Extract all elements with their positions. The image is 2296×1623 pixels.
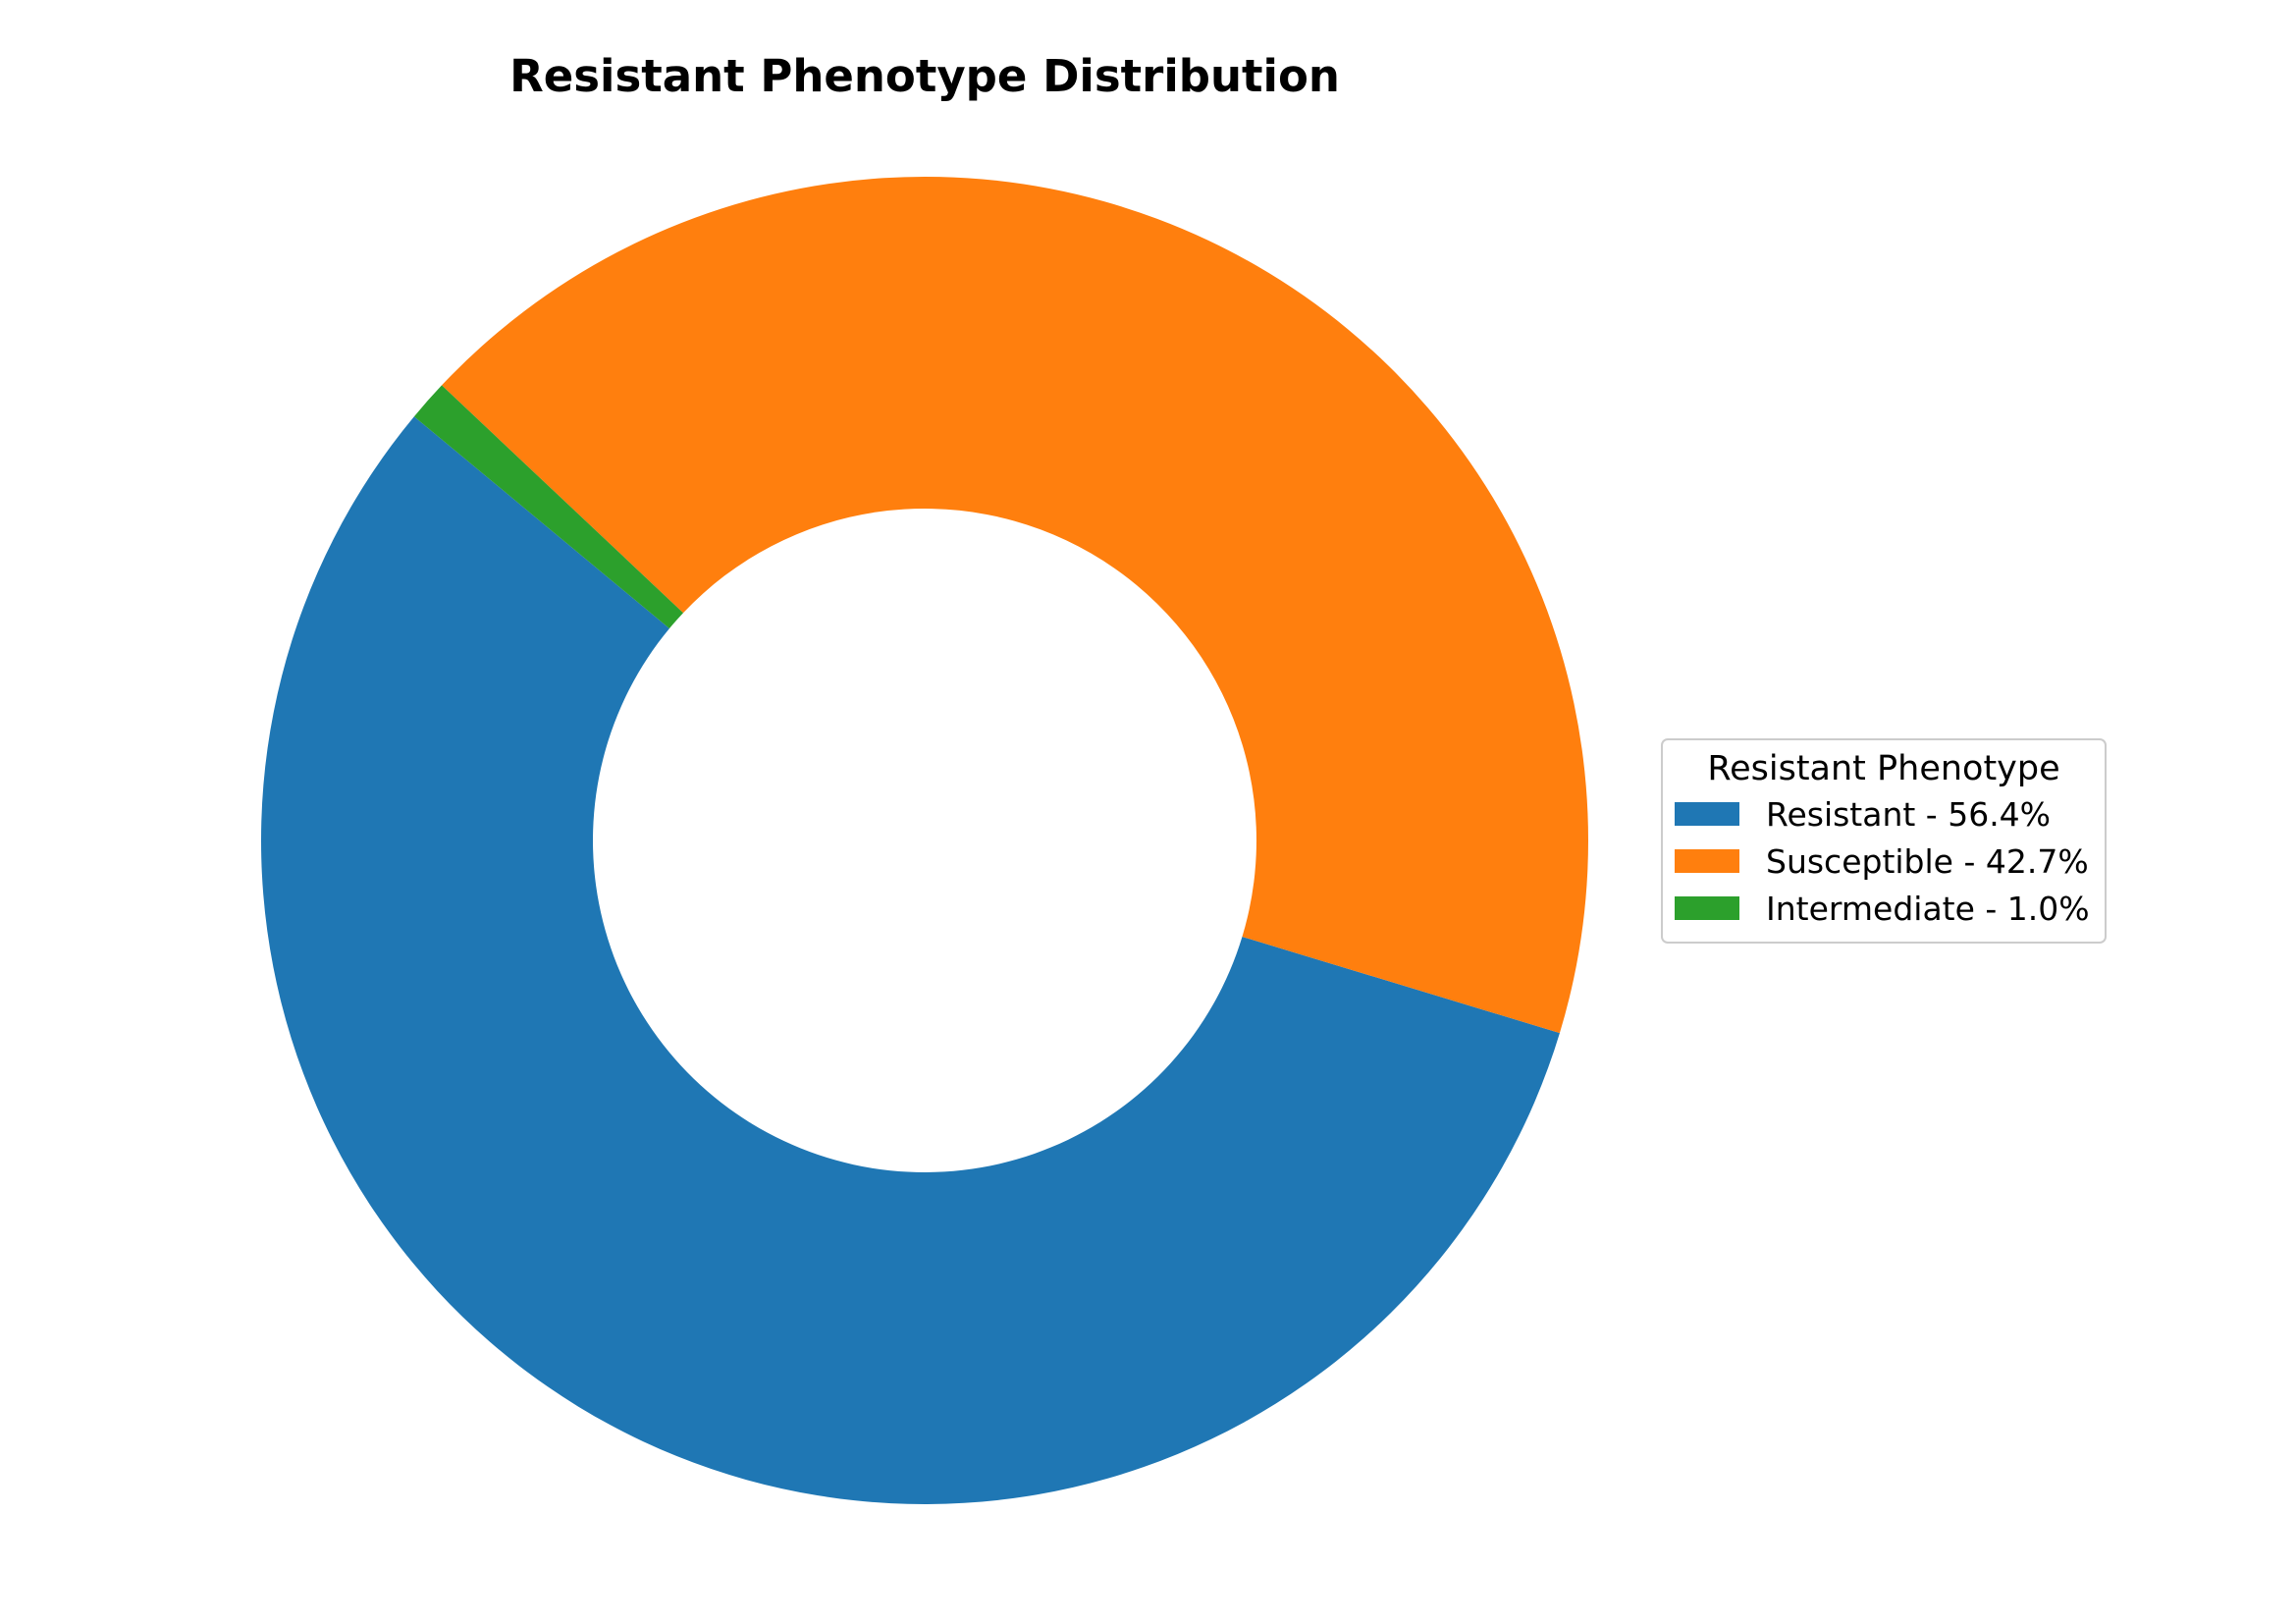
- legend-items: Resistant - 56.4% Susceptible - 42.7% Inte…: [1675, 795, 2090, 928]
- slice-susceptible: [441, 176, 1589, 1034]
- legend-label-susceptible: Susceptible - 42.7%: [1766, 842, 2089, 881]
- legend-swatch-intermediate: [1675, 896, 1739, 920]
- chart-title: Resistant Phenotype Distribution: [509, 50, 1340, 102]
- legend: Resistant Phenotype Resistant - 56.4% Sus…: [1661, 738, 2107, 944]
- donut-slices: [261, 176, 1589, 1504]
- legend-label-resistant: Resistant - 56.4%: [1766, 795, 2051, 834]
- legend-swatch-resistant: [1675, 802, 1739, 826]
- legend-swatch-susceptible: [1675, 849, 1739, 873]
- legend-label-intermediate: Intermediate - 1.0%: [1766, 890, 2090, 928]
- slice-resistant: [261, 416, 1560, 1504]
- legend-title: Resistant Phenotype: [1707, 749, 2059, 788]
- legend-frame: [1661, 738, 2107, 944]
- slice-intermediate: [413, 385, 683, 629]
